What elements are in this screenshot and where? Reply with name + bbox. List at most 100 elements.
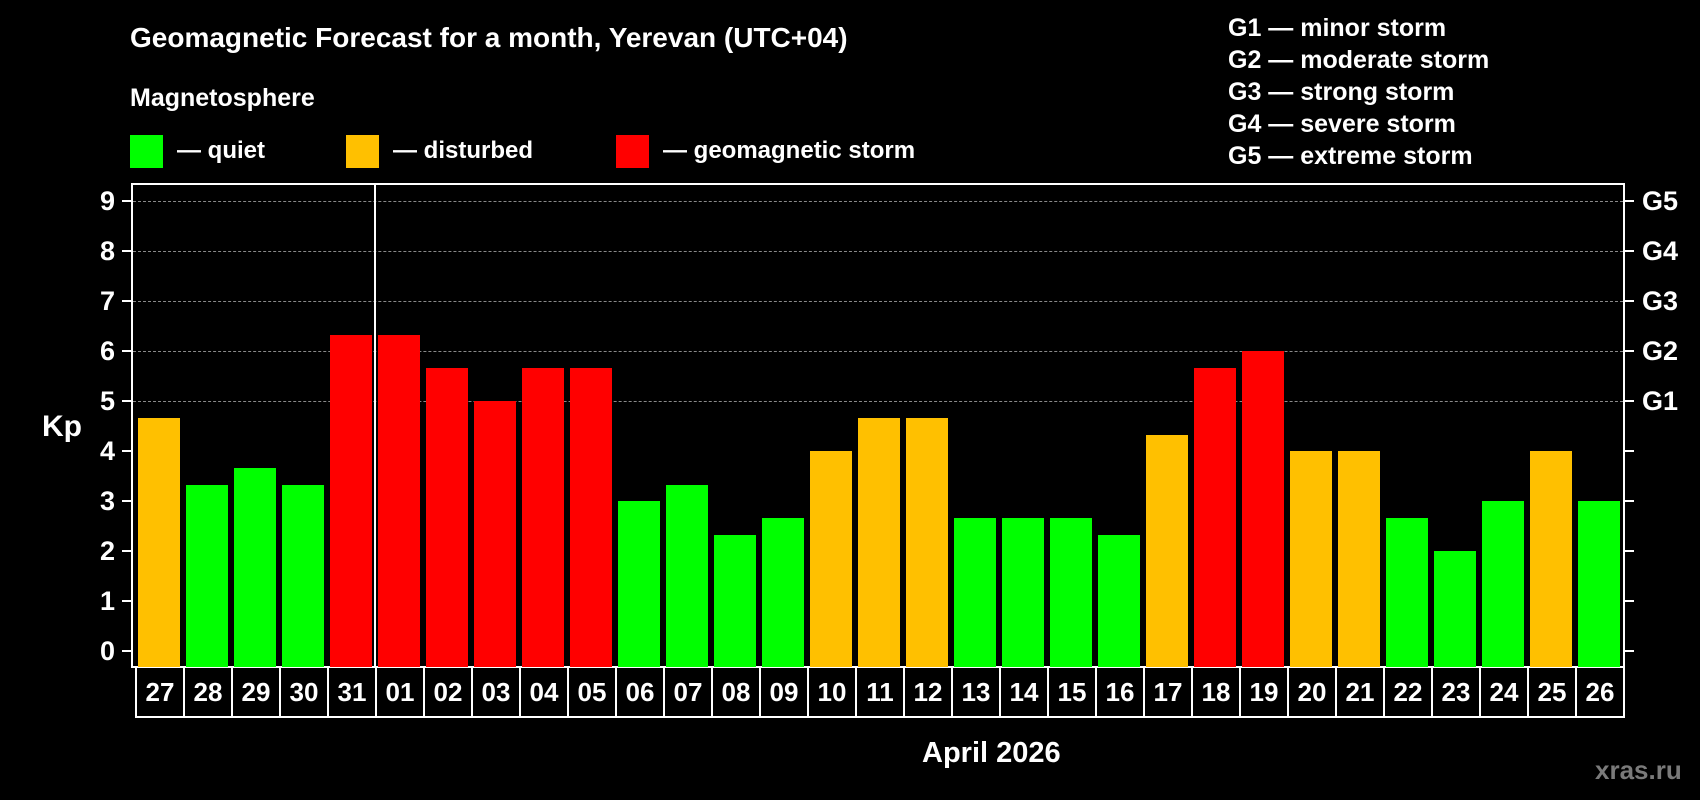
date-label: 03 (473, 668, 521, 716)
bar-18 (1194, 367, 1236, 667)
y-tick-label: 5 (99, 386, 115, 416)
watermark: xras.ru (1595, 755, 1682, 785)
date-label: 25 (1529, 668, 1577, 716)
y-tick-right (1625, 550, 1634, 552)
g-scale-legend: G1 — minor storm G2 — moderate storm G3 … (1228, 12, 1489, 172)
y-tick (122, 550, 131, 552)
date-label: 29 (233, 668, 281, 716)
bar-29 (234, 467, 276, 667)
date-label: 19 (1241, 668, 1289, 716)
date-label: 12 (905, 668, 953, 716)
y-tick-right (1625, 600, 1634, 602)
bar-26 (1578, 501, 1620, 667)
y-tick (122, 300, 131, 302)
bar-10 (810, 451, 852, 667)
bar-07 (666, 484, 708, 667)
y-tick-label: 0 (99, 636, 115, 666)
bar-12 (906, 417, 948, 667)
y-tick-right (1625, 450, 1634, 452)
bar-16 (1098, 534, 1140, 667)
y-tick-label: 6 (99, 336, 115, 366)
date-label: 04 (521, 668, 569, 716)
quiet-swatch (130, 134, 163, 168)
bar-01 (378, 334, 420, 667)
bar-17 (1146, 434, 1188, 667)
date-label: 01 (377, 668, 425, 716)
y-tick-label: 7 (99, 286, 115, 316)
date-label: 15 (1049, 668, 1097, 716)
bar-24 (1482, 501, 1524, 667)
date-label: 08 (713, 668, 761, 716)
bar-04 (522, 367, 564, 667)
date-label: 21 (1337, 668, 1385, 716)
y-tick-right (1625, 200, 1634, 202)
date-label: 18 (1193, 668, 1241, 716)
y-tick-right (1625, 350, 1634, 352)
date-label: 05 (569, 668, 617, 716)
gridline (133, 351, 1623, 352)
bar-03 (474, 401, 516, 667)
g-legend-item: G4 — severe storm (1228, 110, 1456, 138)
disturbed-swatch (346, 134, 379, 168)
g-level-label: G1 (1642, 386, 1679, 416)
y-tick-label: 8 (99, 236, 115, 266)
legend-label: — disturbed (393, 137, 534, 164)
date-label: 11 (857, 668, 905, 716)
g-level-label: G5 (1642, 186, 1679, 216)
g-level-label: G3 (1642, 286, 1679, 316)
g-legend-item: G2 — moderate storm (1228, 46, 1490, 74)
y-tick-label: 1 (99, 586, 115, 616)
bar-02 (426, 367, 468, 667)
gridline (133, 251, 1623, 252)
legend-quiet: — quiet (130, 134, 265, 168)
y-tick-label: 3 (99, 486, 115, 516)
bar-21 (1338, 451, 1380, 667)
date-label: 02 (425, 668, 473, 716)
bar-25 (1530, 451, 1572, 667)
storm-swatch (616, 134, 649, 168)
legend-label: — geomagnetic storm (663, 137, 916, 164)
bar-08 (714, 534, 756, 667)
bar-23 (1434, 551, 1476, 667)
date-axis: 27 28 29 30 31 01 02 03 04 05 06 07 08 09 10 11 12 13 14 15… (135, 668, 1625, 718)
bar-15 (1050, 517, 1092, 667)
date-label: 27 (137, 668, 185, 716)
bar-31 (330, 334, 372, 667)
date-label: 23 (1433, 668, 1481, 716)
chart-title: Geomagnetic Forecast for a month, Yereva… (130, 22, 848, 53)
x-axis-month-label: April 2026 (922, 737, 1061, 769)
bar-13 (954, 517, 996, 667)
bar-14 (1002, 517, 1044, 667)
bar-28 (186, 484, 228, 667)
y-tick-right (1625, 250, 1634, 252)
y-tick (122, 500, 131, 502)
y-tick-right (1625, 500, 1634, 502)
date-label: 20 (1289, 668, 1337, 716)
y-tick-label: 9 (99, 186, 115, 216)
y-tick (122, 650, 131, 652)
magnetosphere-legend-title: Magnetosphere (130, 84, 315, 112)
y-tick (122, 200, 131, 202)
bar-09 (762, 517, 804, 667)
bar-06 (618, 501, 660, 667)
date-label: 07 (665, 668, 713, 716)
g-legend-item: G1 — minor storm (1228, 14, 1447, 42)
date-label: 09 (761, 668, 809, 716)
bar-20 (1290, 451, 1332, 667)
y-tick-right (1625, 300, 1634, 302)
date-label: 30 (281, 668, 329, 716)
y-tick (122, 400, 131, 402)
y-tick-right (1625, 650, 1634, 652)
g-level-label: G4 (1642, 236, 1679, 266)
date-label: 22 (1385, 668, 1433, 716)
date-label: 17 (1145, 668, 1193, 716)
date-label: 31 (329, 668, 377, 716)
bar-05 (570, 367, 612, 667)
date-label: 28 (185, 668, 233, 716)
date-label: 13 (953, 668, 1001, 716)
month-separator-line (374, 183, 376, 668)
bar-19 (1242, 351, 1284, 667)
bar-11 (858, 417, 900, 667)
date-label: 14 (1001, 668, 1049, 716)
plot-area (131, 183, 1625, 668)
